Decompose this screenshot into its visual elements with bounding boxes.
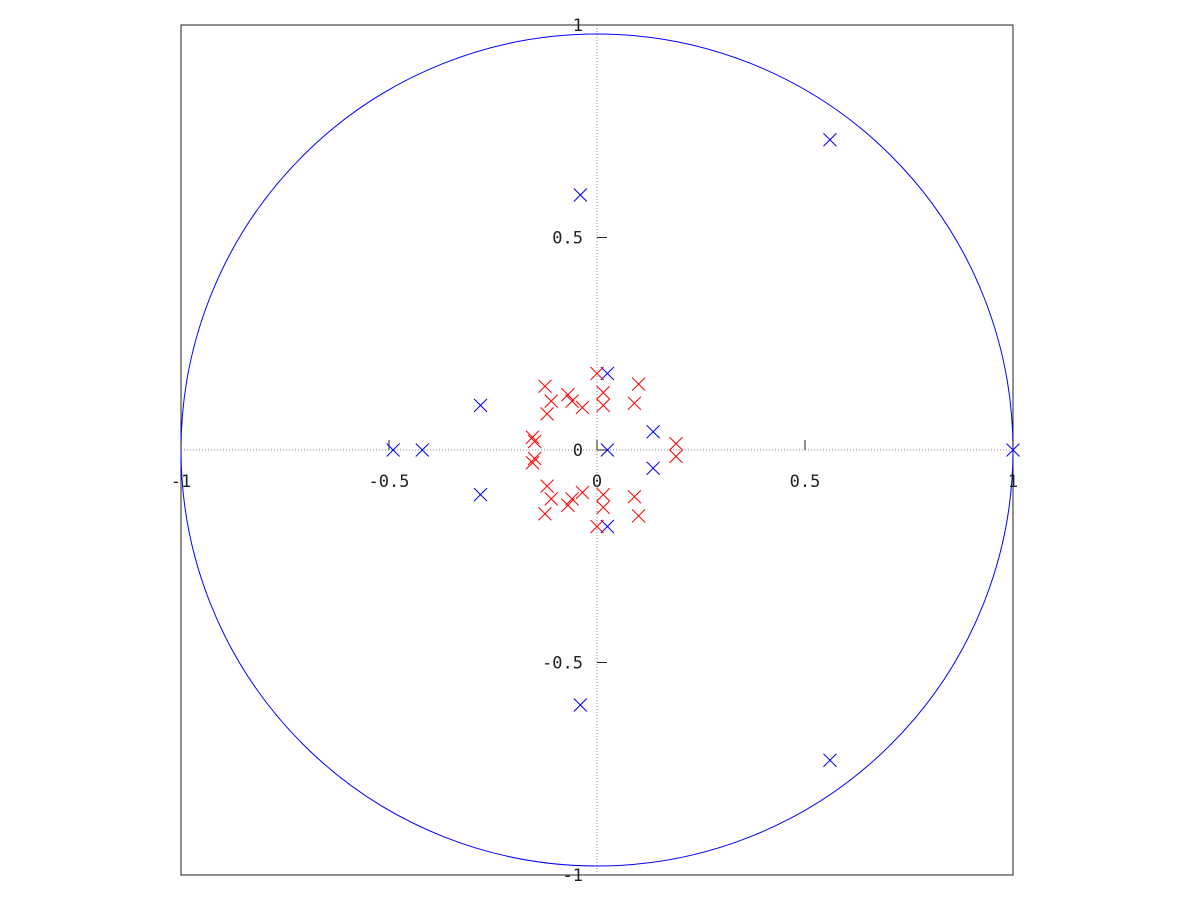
y-tick-label: -0.5 (542, 654, 583, 674)
blue-x-marker (386, 443, 401, 457)
y-tick-label: -1 (563, 866, 583, 886)
y-tick-label: 0.5 (552, 229, 583, 249)
red-x-marker (561, 498, 575, 513)
blue-x-marker (600, 443, 615, 457)
blue-x-marker (600, 366, 615, 381)
x-tick-label: -0.5 (369, 472, 410, 492)
axis-ticks: -1 -0.5 0 0.5 1 1 0.5 0 -0.5 -1 (171, 16, 1018, 886)
red-x-marker (540, 479, 554, 493)
x-tick-label: 0 (592, 472, 602, 492)
blue-x-marker (573, 698, 588, 712)
red-x-marker (575, 485, 590, 500)
red-x-marker (527, 434, 542, 449)
blue-x-marker (473, 398, 488, 413)
red-x-marker (596, 385, 611, 400)
blue-x-marker (646, 461, 661, 476)
blue-x-marker (573, 188, 588, 202)
red-x-marker (631, 509, 646, 523)
red-x-marker (565, 394, 579, 408)
blue-x-marker (600, 519, 615, 534)
blue-x-marker (415, 443, 430, 457)
red-x-marker (527, 451, 542, 466)
red-x-marker (669, 449, 683, 464)
red-x-marker (669, 436, 683, 451)
red-x-marker (565, 492, 579, 506)
blue-x-marker (1006, 443, 1020, 457)
red-x-marker (596, 500, 611, 515)
red-x-marker (538, 506, 552, 521)
red-x-marker (538, 379, 552, 394)
reference-axes (181, 25, 1013, 875)
red-x-marker (590, 519, 604, 534)
red-x-marker (596, 487, 611, 502)
data-markers (386, 132, 1020, 768)
red-x-marker (525, 430, 540, 445)
blue-x-marker (823, 132, 837, 147)
blue-x-marker (473, 487, 488, 502)
red-x-marker (631, 377, 646, 391)
x-tick-label: 0.5 (790, 472, 821, 492)
blue-x-marker (823, 753, 837, 768)
y-tick-label: 1 (573, 16, 583, 36)
blue-x-marker (646, 424, 661, 439)
red-x-marker (544, 394, 559, 408)
red-x-marker (540, 407, 554, 421)
red-x-marker (590, 366, 604, 381)
red-x-marker (561, 387, 575, 402)
red-x-marker (544, 492, 559, 506)
red-x-marker (596, 398, 611, 413)
red-x-marker (627, 489, 642, 504)
y-tick-label: 0 (573, 441, 583, 461)
x-tick-label: 1 (1008, 472, 1018, 492)
x-tick-label: -1 (171, 472, 191, 492)
red-x-marker (575, 400, 590, 415)
red-x-marker (525, 455, 540, 470)
red-x-marker (627, 396, 642, 411)
